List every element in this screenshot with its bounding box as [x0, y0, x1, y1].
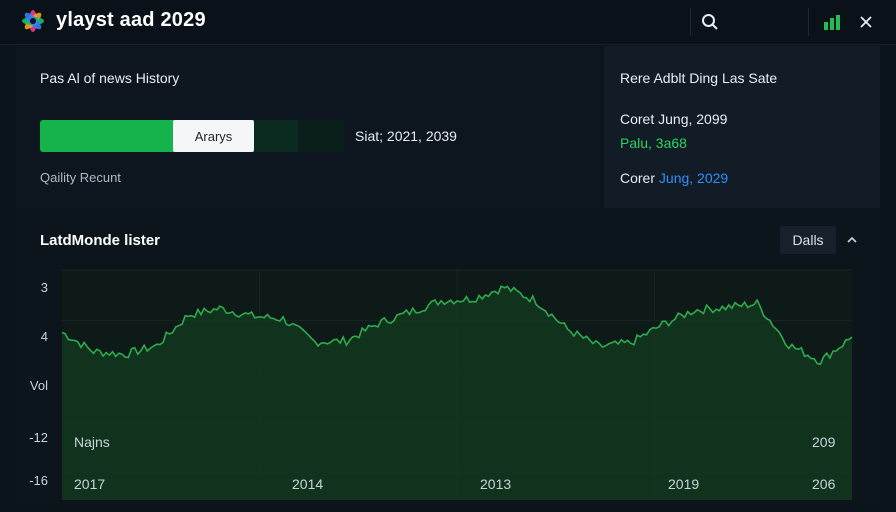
close-icon [860, 16, 872, 28]
info-date-link[interactable]: Jung, 2029 [658, 170, 729, 186]
x-tick-label: 206 [812, 476, 836, 492]
chart-view-button[interactable] [818, 8, 846, 36]
y-tick-label: 4 [41, 329, 48, 344]
info-value-text: Palu, 3a68 [620, 135, 687, 151]
y-tick-label: -12 [29, 430, 48, 445]
chevron-up-icon [847, 236, 857, 243]
x-tick-label: 2019 [668, 476, 699, 492]
collapse-button[interactable] [842, 226, 862, 254]
progress-segment [298, 120, 344, 152]
chart-svg: 3 4 Vol -12 -16 2017 2014 2013 2019 206 Najns 209 [29, 269, 853, 500]
chart-title: LatdMonde lister [40, 232, 161, 249]
app-title: ylayst aad 2029 [56, 9, 206, 31]
history-panel: Pas Al of news History Ararys Siat; 2021… [16, 46, 600, 208]
toolbar-divider [808, 8, 809, 36]
info-panel: Rere Adblt Ding Las Sate Coret Jung, 209… [604, 46, 880, 208]
top-bar: ylayst aad 2029 [0, 0, 896, 45]
info-link-prefix: Corer [620, 170, 656, 186]
x-tick-label: 2013 [480, 476, 511, 492]
series-line [61, 285, 853, 366]
toolbar-divider [690, 8, 691, 36]
app-logo-icon [22, 10, 44, 32]
x-tick-label: 2014 [292, 476, 323, 492]
chart-annotation: Najns [74, 434, 110, 450]
y-tick-label: -16 [29, 473, 48, 488]
info-panel-title: Rere Adblt Ding Las Sate [620, 70, 778, 86]
progress-fill [40, 120, 174, 152]
analysis-button[interactable]: Ararys [173, 120, 254, 152]
search-icon [702, 14, 718, 30]
info-link-row: Corer Jung, 2029 [620, 170, 728, 186]
chart-panel: 3 4 Vol -12 -16 2017 2014 2013 2019 206 Najns 209 L… [16, 212, 880, 504]
series-area [62, 286, 852, 500]
x-tick-label: 2017 [74, 476, 105, 492]
range-dropdown-button[interactable]: Dalls [780, 226, 836, 254]
chart-annotation: 209 [812, 434, 836, 450]
stat-text: Siat; 2021, 2039 [355, 128, 457, 144]
close-button[interactable] [852, 8, 880, 36]
y-tick-label: 3 [41, 280, 48, 295]
quality-label: Qaility Recunt [40, 170, 121, 185]
info-date-text: Coret Jung, 2099 [620, 111, 728, 127]
search-button[interactable] [696, 8, 724, 36]
y-tick-label: Vol [30, 378, 48, 393]
history-title: Pas Al of news History [40, 70, 180, 86]
chart-bars-icon [824, 15, 840, 30]
